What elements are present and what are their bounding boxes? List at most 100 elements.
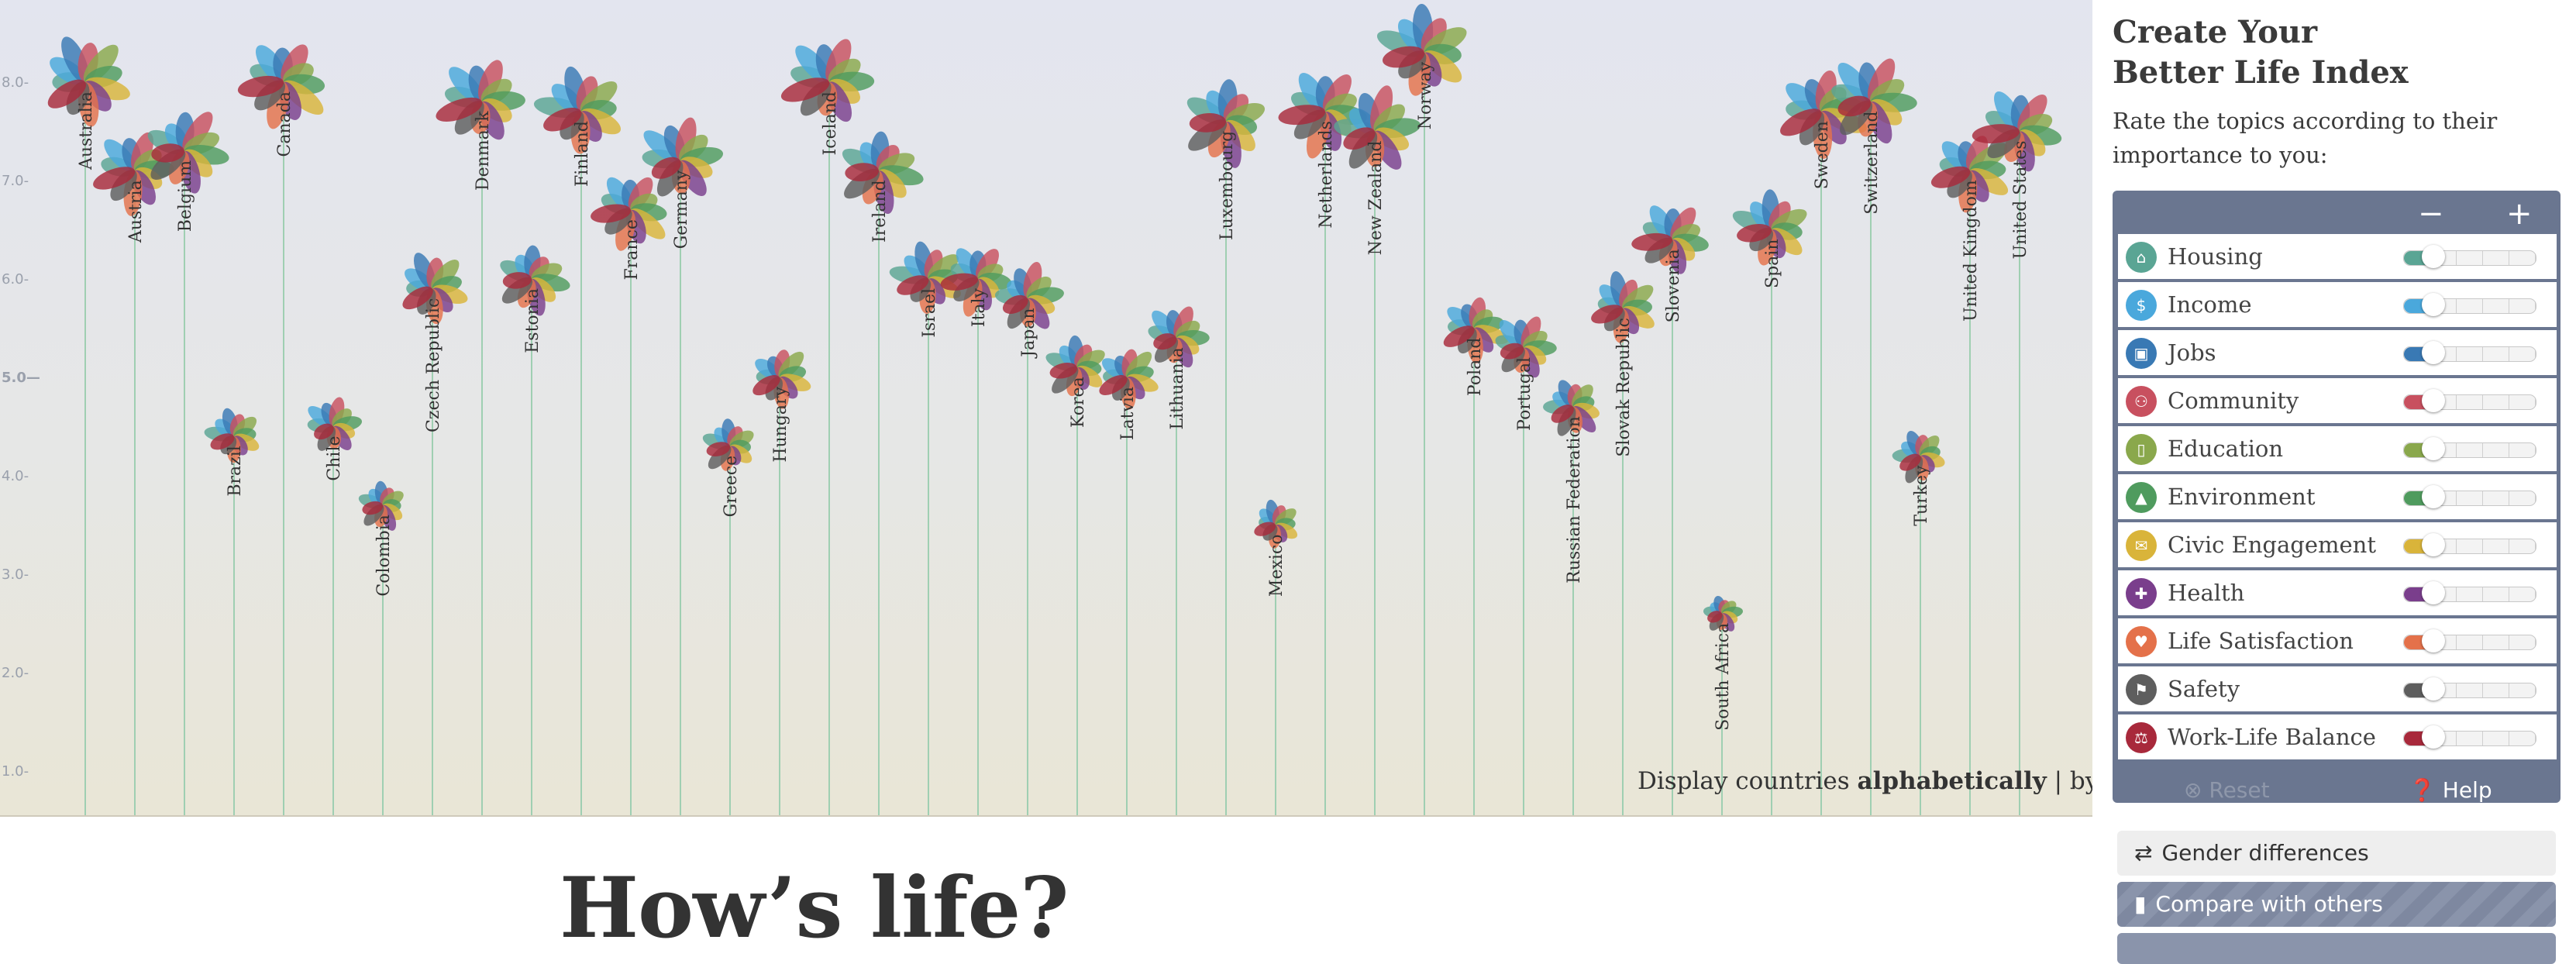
increase-all-button[interactable]: + — [2506, 196, 2533, 232]
sort-alphabetically-link[interactable]: alphabetically — [1857, 767, 2047, 795]
country-flower[interactable]: United States — [1972, 88, 2064, 815]
slider-handle[interactable] — [2422, 293, 2445, 316]
flower-petal — [940, 273, 979, 291]
country-flower[interactable]: Brazil — [203, 407, 261, 815]
country-flower[interactable]: Denmark — [433, 57, 526, 815]
flower-petal — [591, 204, 632, 223]
country-flower[interactable]: Australia — [43, 33, 133, 815]
country-flower[interactable]: Portugal — [1493, 314, 1557, 815]
slider-handle[interactable] — [2422, 629, 2445, 652]
help-button[interactable]: ❓ Help — [2409, 777, 2492, 803]
y-tick-label: 7.0- — [2, 173, 29, 189]
sort-separator: | — [2054, 767, 2063, 795]
country-flower[interactable]: Finland — [532, 64, 625, 815]
panel-title-line2: Better Life Index — [2113, 54, 2409, 91]
country-flower[interactable]: Hungary — [749, 348, 813, 815]
country-label: Finland — [573, 121, 592, 187]
slider-handle[interactable] — [2422, 437, 2445, 460]
country-flower[interactable]: Israel — [888, 239, 964, 815]
book-icon: ▯ — [2126, 434, 2157, 465]
slider-fill — [2404, 443, 2427, 457]
country-flower[interactable]: Italy — [939, 244, 1012, 815]
flower-petal — [1780, 108, 1822, 136]
country-label: Korea — [1069, 377, 1088, 428]
slider-handle[interactable] — [2422, 341, 2445, 364]
topic-row-health: ✚ Health — [2118, 570, 2557, 615]
country-flower[interactable]: Greece — [701, 418, 756, 815]
flower-petal — [210, 433, 235, 450]
country-flower[interactable]: Japan — [994, 260, 1066, 815]
country-flower[interactable]: Belgium — [144, 107, 230, 815]
country-flower[interactable]: Slovenia — [1631, 201, 1710, 815]
slider-handle[interactable] — [2422, 677, 2445, 701]
country-label: Denmark — [474, 111, 493, 191]
flower-petal — [314, 423, 334, 440]
country-label: Slovenia — [1664, 249, 1683, 322]
country-flower[interactable]: Latvia — [1096, 348, 1160, 815]
country-flower[interactable]: Chile — [305, 396, 363, 815]
y-tick-label: 3.0- — [2, 566, 29, 583]
country-label: Chile — [325, 436, 344, 481]
country-flower[interactable]: Austria — [90, 129, 174, 815]
country-label: Netherlands — [1317, 121, 1336, 229]
country-label: Czech Republic — [424, 298, 443, 432]
country-flower[interactable]: Canada — [236, 40, 329, 815]
country-flower[interactable]: Turkey — [1892, 429, 1947, 815]
reset-button[interactable]: ⊗ Reset — [2184, 777, 2270, 803]
topic-label: Safety — [2168, 676, 2240, 702]
gender-differences-button[interactable]: ⇄ Gender differences — [2117, 831, 2556, 876]
country-label: Lithuania — [1168, 347, 1187, 429]
country-flower[interactable]: Poland — [1440, 296, 1510, 815]
country-flower[interactable]: Sweden — [1776, 68, 1870, 815]
y-tick-label: 4.0- — [2, 468, 29, 484]
country-label: New Zealand — [1366, 141, 1386, 256]
country-flower[interactable]: Mexico — [1252, 498, 1300, 815]
slider-handle[interactable] — [2422, 581, 2445, 604]
heart-icon: ♥ — [2126, 626, 2157, 657]
country-label: Canada — [275, 91, 294, 157]
flower-petal — [502, 272, 532, 289]
topic-label: Civic Engagement — [2168, 532, 2377, 558]
topic-row-life-satisfaction: ♥ Life Satisfaction — [2118, 618, 2557, 663]
share-button[interactable] — [2117, 933, 2556, 964]
country-label: Brazil — [226, 446, 245, 496]
compare-label: Compare with others — [2155, 891, 2383, 917]
country-flower[interactable]: New Zealand — [1333, 83, 1422, 815]
decrease-all-button[interactable]: − — [2418, 196, 2444, 232]
topic-label: Income — [2168, 291, 2252, 318]
country-flower[interactable]: Germany — [639, 115, 725, 815]
country-flower[interactable]: Slovak Republic — [1589, 270, 1658, 815]
country-flower[interactable]: France — [589, 173, 670, 815]
country-flower[interactable]: Czech Republic — [399, 250, 470, 815]
country-flower[interactable]: South Africa — [1703, 594, 1744, 815]
country-flower[interactable]: Iceland — [778, 36, 875, 815]
country-flower[interactable]: Russian Federation — [1543, 377, 1601, 815]
country-label: Colombia — [374, 515, 394, 596]
country-flower[interactable]: Luxembourg — [1183, 78, 1268, 815]
slider-handle[interactable] — [2422, 533, 2445, 556]
country-flower[interactable]: Netherlands — [1277, 68, 1369, 815]
slider-fill — [2404, 683, 2427, 697]
country-flower[interactable]: Spain — [1730, 189, 1810, 815]
country-flower[interactable]: Switzerland — [1829, 55, 1917, 815]
slider-handle[interactable] — [2422, 485, 2445, 508]
compare-with-others-button[interactable]: ▮ Compare with others — [2117, 882, 2556, 927]
country-label: Greece — [721, 456, 741, 517]
slider-handle[interactable] — [2422, 389, 2445, 412]
country-flower[interactable]: Ireland — [839, 131, 925, 815]
scales-icon: ⚖ — [2126, 722, 2157, 753]
country-flower[interactable]: United Kingdom — [1928, 133, 2012, 815]
bar-chart-icon: ▮ — [2134, 891, 2147, 917]
slider-handle[interactable] — [2422, 245, 2445, 268]
slider-fill — [2404, 732, 2427, 745]
slider-handle[interactable] — [2422, 725, 2445, 749]
money-icon: $ — [2126, 290, 2157, 321]
country-flower[interactable]: Norway — [1374, 3, 1471, 815]
country-flower[interactable]: Estonia — [497, 245, 571, 815]
country-flower[interactable]: Colombia — [356, 480, 406, 815]
topic-row-jobs: ▣ Jobs — [2118, 330, 2557, 375]
country-flower[interactable]: Korea — [1043, 335, 1107, 815]
topic-label: Education — [2168, 436, 2284, 462]
country-flower[interactable]: Lithuania — [1146, 304, 1210, 815]
country-label: Turkey — [1912, 465, 1931, 526]
